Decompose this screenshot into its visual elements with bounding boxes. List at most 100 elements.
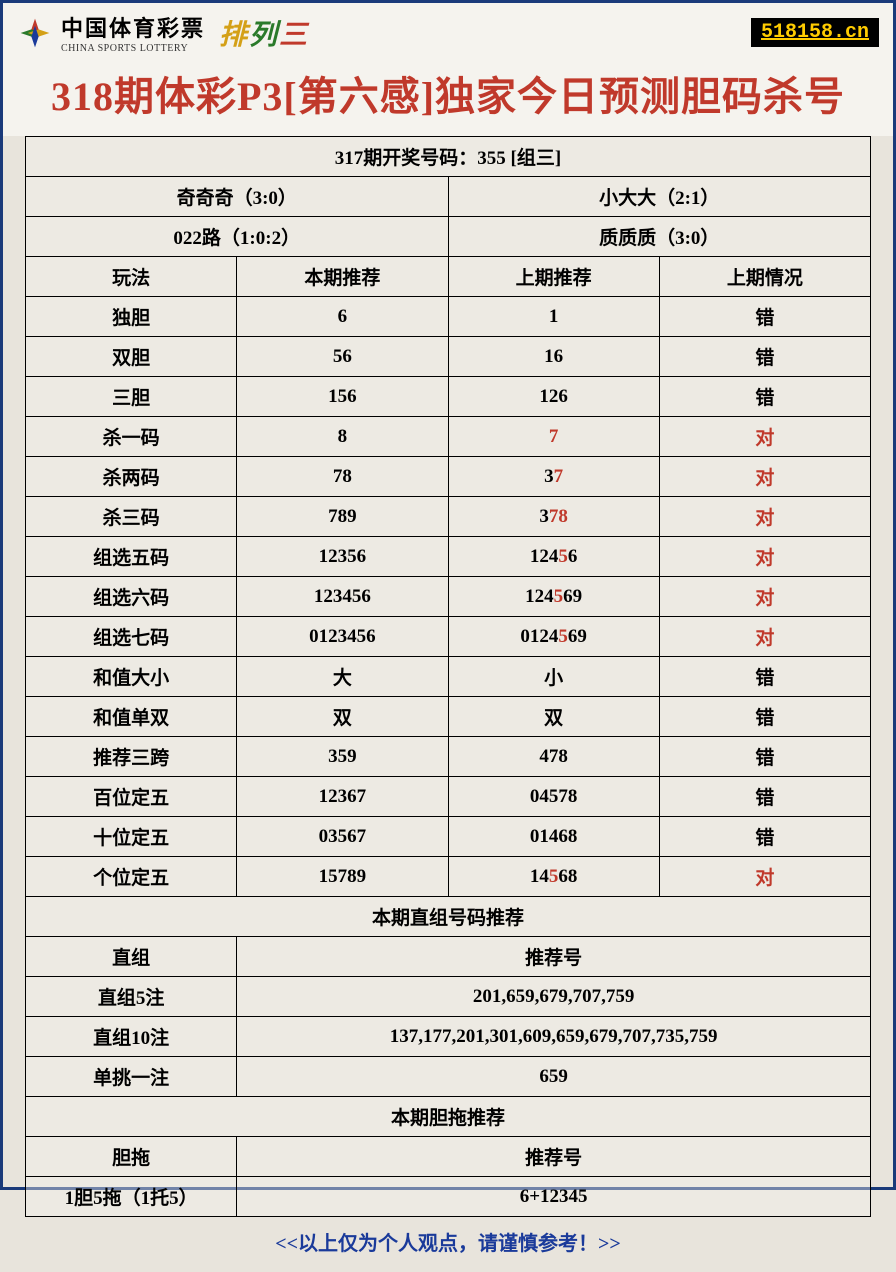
prev-cell: 16	[448, 337, 659, 377]
table-row: 组选七码01234560124569对	[26, 617, 871, 657]
current-cell: 78	[237, 457, 448, 497]
table-row: 百位定五1236704578错	[26, 777, 871, 817]
play-cell: 双胆	[26, 337, 237, 377]
play-cell: 三胆	[26, 377, 237, 417]
zhizu-value: 201,659,679,707,759	[237, 977, 871, 1017]
status-cell: 对	[659, 537, 870, 577]
status-cell: 错	[659, 377, 870, 417]
current-cell: 789	[237, 497, 448, 537]
current-cell: 12367	[237, 777, 448, 817]
zhizu-col: 直组	[26, 937, 237, 977]
col-header: 玩法	[26, 257, 237, 297]
prev-cell: 37	[448, 457, 659, 497]
current-cell: 359	[237, 737, 448, 777]
zhizu-label: 单挑一注	[26, 1057, 237, 1097]
prev-cell: 01468	[448, 817, 659, 857]
current-cell: 12356	[237, 537, 448, 577]
play-cell: 和值单双	[26, 697, 237, 737]
table-row: 独胆61错	[26, 297, 871, 337]
zhizu-value: 659	[237, 1057, 871, 1097]
meta-cell: 022路（1:0:2）	[26, 217, 449, 257]
status-cell: 对	[659, 497, 870, 537]
winning-row: 317期开奖号码：355 [组三]	[26, 137, 871, 177]
prev-cell: 04578	[448, 777, 659, 817]
zhizu-col: 推荐号	[237, 937, 871, 977]
prev-cell: 478	[448, 737, 659, 777]
zhizu-header: 本期直组号码推荐	[26, 897, 871, 937]
table-row: 个位定五1578914568对	[26, 857, 871, 897]
prev-cell: 1	[448, 297, 659, 337]
prev-cell: 0124569	[448, 617, 659, 657]
play-cell: 十位定五	[26, 817, 237, 857]
table-row: 1胆5拖（1托5）6+12345	[26, 1177, 871, 1217]
current-cell: 6	[237, 297, 448, 337]
status-cell: 错	[659, 737, 870, 777]
status-cell: 对	[659, 457, 870, 497]
play-cell: 杀三码	[26, 497, 237, 537]
column-header-row: 玩法 本期推荐 上期推荐 上期情况	[26, 257, 871, 297]
site-badge: 518158.cn	[751, 18, 879, 47]
play-cell: 组选七码	[26, 617, 237, 657]
current-cell: 56	[237, 337, 448, 377]
status-cell: 错	[659, 337, 870, 377]
col-header: 上期推荐	[448, 257, 659, 297]
table-row: 杀两码7837对	[26, 457, 871, 497]
dantuo-col: 胆拖	[26, 1137, 237, 1177]
logo-cn: 中国体育彩票	[61, 11, 205, 43]
current-cell: 03567	[237, 817, 448, 857]
status-cell: 对	[659, 417, 870, 457]
dantuo-label: 1胆5拖（1托5）	[26, 1177, 237, 1217]
play-cell: 组选五码	[26, 537, 237, 577]
main-table: 317期开奖号码：355 [组三] 奇奇奇（3:0） 小大大（2:1） 022路…	[25, 136, 871, 1217]
play-cell: 个位定五	[26, 857, 237, 897]
play-cell: 组选六码	[26, 577, 237, 617]
table-row: 和值单双双双错	[26, 697, 871, 737]
play-cell: 和值大小	[26, 657, 237, 697]
table-row: 杀三码789378对	[26, 497, 871, 537]
current-cell: 大	[237, 657, 448, 697]
content: 317期开奖号码：355 [组三] 奇奇奇（3:0） 小大大（2:1） 022路…	[3, 136, 893, 1272]
prev-cell: 7	[448, 417, 659, 457]
table-row: 十位定五0356701468错	[26, 817, 871, 857]
meta-cell: 小大大（2:1）	[448, 177, 871, 217]
status-cell: 对	[659, 617, 870, 657]
status-cell: 错	[659, 697, 870, 737]
play-cell: 推荐三跨	[26, 737, 237, 777]
table-row: 和值大小大小错	[26, 657, 871, 697]
col-header: 本期推荐	[237, 257, 448, 297]
page-title: 318期体彩P3[第六感]独家今日预测胆码杀号	[3, 58, 893, 136]
table-row: 杀一码87对	[26, 417, 871, 457]
status-cell: 错	[659, 657, 870, 697]
table-row: 单挑一注659	[26, 1057, 871, 1097]
logo-en: CHINA SPORTS LOTTERY	[61, 43, 205, 54]
table-row: 双胆5616错	[26, 337, 871, 377]
logo-group: 中国体育彩票 CHINA SPORTS LOTTERY 排 列 三	[17, 11, 307, 54]
zhizu-label: 直组5注	[26, 977, 237, 1017]
meta-cell: 质质质（3:0）	[448, 217, 871, 257]
table-row: 推荐三跨359478错	[26, 737, 871, 777]
table-row: 直组10注137,177,201,301,609,659,679,707,735…	[26, 1017, 871, 1057]
table-row: 组选五码1235612456对	[26, 537, 871, 577]
current-cell: 156	[237, 377, 448, 417]
meta-cell: 奇奇奇（3:0）	[26, 177, 449, 217]
play-cell: 百位定五	[26, 777, 237, 817]
current-cell: 15789	[237, 857, 448, 897]
status-cell: 错	[659, 297, 870, 337]
prev-cell: 378	[448, 497, 659, 537]
table-row: 组选六码123456124569对	[26, 577, 871, 617]
prev-cell: 小	[448, 657, 659, 697]
pailie-logo: 排 列 三	[219, 13, 307, 53]
lottery-logo-icon	[17, 15, 53, 51]
status-cell: 错	[659, 817, 870, 857]
logo-text: 中国体育彩票 CHINA SPORTS LOTTERY	[61, 11, 205, 54]
status-cell: 对	[659, 857, 870, 897]
col-header: 上期情况	[659, 257, 870, 297]
current-cell: 123456	[237, 577, 448, 617]
dantuo-header: 本期胆拖推荐	[26, 1097, 871, 1137]
current-cell: 8	[237, 417, 448, 457]
play-cell: 独胆	[26, 297, 237, 337]
prev-cell: 126	[448, 377, 659, 417]
play-cell: 杀两码	[26, 457, 237, 497]
dantuo-col: 推荐号	[237, 1137, 871, 1177]
zhizu-label: 直组10注	[26, 1017, 237, 1057]
